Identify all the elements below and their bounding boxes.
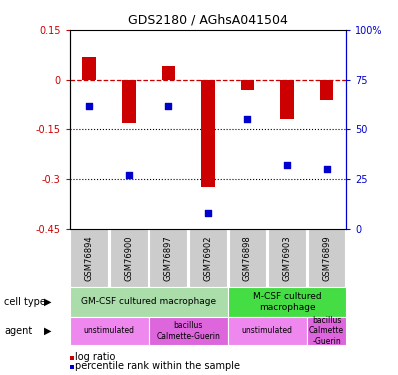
Bar [280, 80, 294, 119]
Text: GSM76902: GSM76902 [203, 235, 213, 280]
Text: unstimulated: unstimulated [242, 326, 293, 335]
Bar [307, 317, 346, 345]
Text: unstimulated: unstimulated [84, 326, 135, 335]
Bar [228, 317, 307, 345]
Point [86, 102, 93, 108]
Text: GSM76898: GSM76898 [243, 235, 252, 280]
Bar [228, 229, 266, 287]
Text: M-CSF cultured
macrophage: M-CSF cultured macrophage [253, 292, 321, 312]
Bar [110, 229, 148, 287]
Bar [268, 229, 306, 287]
Bar [150, 229, 187, 287]
Text: GM-CSF cultured macrophage: GM-CSF cultured macrophage [81, 297, 216, 306]
Point [205, 210, 211, 216]
Text: agent: agent [4, 326, 32, 336]
Text: percentile rank within the sample: percentile rank within the sample [75, 361, 240, 371]
Text: cell type: cell type [4, 297, 46, 307]
Text: log ratio: log ratio [75, 352, 115, 362]
Bar [162, 66, 176, 80]
Bar [149, 317, 228, 345]
Bar [308, 229, 345, 287]
Title: GDS2180 / AGhsA041504: GDS2180 / AGhsA041504 [128, 13, 288, 26]
Text: GSM76900: GSM76900 [125, 235, 133, 280]
Point [126, 172, 132, 178]
Text: GSM76894: GSM76894 [85, 235, 94, 280]
Text: bacillus
Calmette
-Guerin: bacillus Calmette -Guerin [309, 316, 344, 346]
Text: GSM76899: GSM76899 [322, 235, 331, 280]
Bar [228, 287, 346, 317]
Bar [320, 80, 334, 100]
Bar [70, 317, 149, 345]
Bar [240, 80, 254, 90]
Point [323, 166, 330, 172]
Text: bacillus
Calmette-Guerin: bacillus Calmette-Guerin [156, 321, 220, 340]
Bar [189, 229, 227, 287]
Bar [122, 80, 136, 123]
Bar [70, 229, 108, 287]
Bar [201, 80, 215, 188]
Point [244, 116, 251, 122]
Text: GSM76897: GSM76897 [164, 235, 173, 280]
Text: ▶: ▶ [44, 326, 52, 336]
Point [165, 102, 172, 108]
Text: GSM76903: GSM76903 [283, 235, 291, 280]
Point [284, 162, 290, 168]
Bar [82, 57, 96, 80]
Bar [70, 287, 228, 317]
Text: ▶: ▶ [44, 297, 52, 307]
